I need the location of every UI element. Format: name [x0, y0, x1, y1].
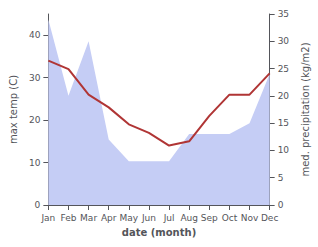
svg-text:Mar: Mar	[80, 213, 97, 223]
svg-text:max temp (C): max temp (C)	[8, 75, 19, 144]
svg-text:10: 10	[29, 158, 41, 168]
svg-text:May: May	[120, 213, 139, 223]
svg-text:Jul: Jul	[163, 213, 175, 223]
svg-text:0: 0	[35, 200, 41, 210]
svg-text:Feb: Feb	[61, 213, 77, 223]
svg-text:med. precipitation (kg/m2): med. precipitation (kg/m2)	[300, 42, 311, 176]
svg-text:30: 30	[29, 73, 41, 83]
svg-text:30: 30	[278, 36, 290, 46]
svg-text:20: 20	[29, 115, 41, 125]
svg-text:0: 0	[278, 200, 284, 210]
svg-text:Apr: Apr	[101, 213, 117, 223]
svg-text:Nov: Nov	[241, 213, 259, 223]
svg-text:Aug: Aug	[180, 213, 198, 223]
svg-text:Dec: Dec	[261, 213, 278, 223]
svg-text:10: 10	[278, 145, 290, 155]
svg-text:Sep: Sep	[201, 213, 218, 223]
svg-text:15: 15	[278, 118, 289, 128]
svg-text:40: 40	[29, 30, 41, 40]
svg-text:25: 25	[278, 64, 289, 74]
svg-text:20: 20	[278, 91, 290, 101]
svg-text:5: 5	[278, 173, 284, 183]
svg-text:date (month): date (month)	[122, 227, 196, 238]
svg-text:Oct: Oct	[222, 213, 238, 223]
svg-text:35: 35	[278, 9, 289, 19]
svg-text:Jan: Jan	[40, 213, 55, 223]
svg-text:Jun: Jun	[141, 213, 156, 223]
